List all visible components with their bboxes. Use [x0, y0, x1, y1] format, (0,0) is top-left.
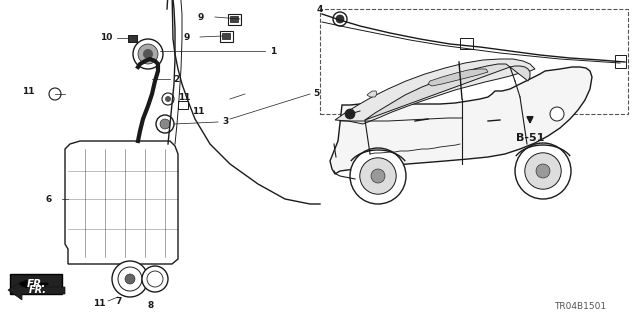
Text: 6: 6 — [45, 195, 51, 204]
Text: 10: 10 — [100, 33, 113, 42]
Text: 5: 5 — [313, 90, 319, 99]
Text: 11: 11 — [192, 108, 205, 116]
FancyBboxPatch shape — [614, 55, 625, 68]
Circle shape — [138, 44, 158, 64]
Text: B-51: B-51 — [516, 133, 544, 143]
Text: 4: 4 — [317, 4, 323, 13]
Circle shape — [156, 115, 174, 133]
Text: 7: 7 — [115, 298, 122, 307]
Circle shape — [550, 107, 564, 121]
FancyBboxPatch shape — [230, 16, 238, 22]
FancyBboxPatch shape — [227, 13, 241, 25]
Polygon shape — [367, 91, 377, 97]
Polygon shape — [428, 69, 488, 86]
Text: 11: 11 — [22, 86, 35, 95]
Text: 2: 2 — [173, 75, 179, 84]
Circle shape — [49, 88, 61, 100]
Circle shape — [333, 12, 347, 26]
Text: FR.: FR. — [26, 279, 45, 289]
Circle shape — [345, 109, 355, 119]
Circle shape — [536, 164, 550, 178]
Circle shape — [125, 274, 135, 284]
FancyBboxPatch shape — [127, 34, 136, 41]
Circle shape — [165, 96, 171, 102]
FancyBboxPatch shape — [10, 274, 62, 294]
Circle shape — [360, 158, 396, 194]
FancyBboxPatch shape — [178, 101, 188, 109]
Text: FR.: FR. — [29, 285, 47, 295]
FancyBboxPatch shape — [460, 38, 472, 48]
Polygon shape — [330, 67, 592, 174]
Polygon shape — [335, 59, 535, 124]
Text: 9: 9 — [198, 12, 204, 21]
Polygon shape — [365, 64, 510, 120]
Circle shape — [371, 169, 385, 183]
FancyBboxPatch shape — [220, 31, 232, 41]
Text: 9: 9 — [183, 33, 189, 41]
Bar — [320, 9, 628, 114]
Circle shape — [336, 15, 344, 23]
Polygon shape — [510, 66, 530, 81]
FancyBboxPatch shape — [222, 33, 230, 39]
Circle shape — [525, 153, 561, 189]
Circle shape — [160, 119, 170, 129]
Circle shape — [112, 261, 148, 297]
Circle shape — [147, 271, 163, 287]
Text: 3: 3 — [222, 117, 228, 127]
Polygon shape — [8, 281, 65, 300]
Text: 11: 11 — [178, 93, 191, 101]
Circle shape — [350, 148, 406, 204]
Circle shape — [143, 49, 153, 59]
Text: 8: 8 — [148, 301, 154, 310]
Circle shape — [142, 266, 168, 292]
Text: 11: 11 — [93, 300, 106, 308]
Circle shape — [515, 143, 571, 199]
Text: 1: 1 — [270, 47, 276, 56]
Circle shape — [118, 267, 142, 291]
Circle shape — [133, 39, 163, 69]
Text: TR04B1501: TR04B1501 — [554, 302, 606, 311]
Circle shape — [162, 93, 174, 105]
Polygon shape — [65, 141, 178, 264]
